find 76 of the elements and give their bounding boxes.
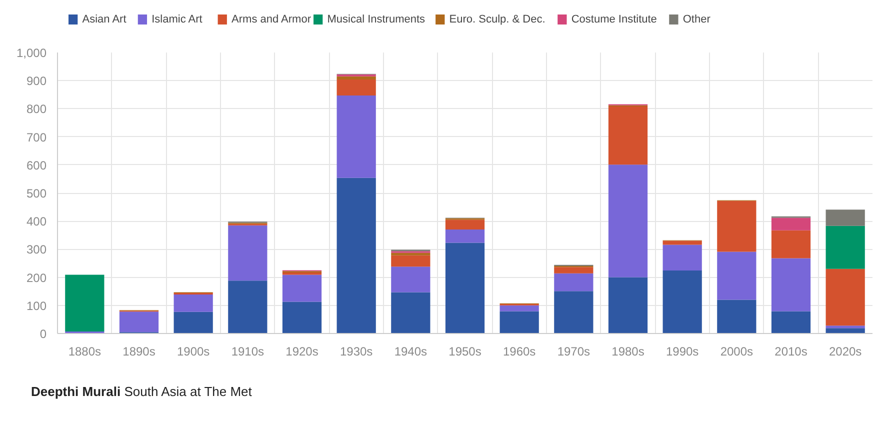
bar (228, 225, 268, 281)
x-tick-label: 2020s (828, 344, 862, 358)
x-tick-label: 1960s (502, 344, 536, 358)
bar (282, 274, 322, 302)
bar (771, 311, 811, 334)
y-tick-label: 600 (26, 158, 47, 172)
x-tick-label: 1980s (612, 344, 644, 358)
bar (336, 178, 376, 334)
x-tick-label: 1910s (231, 344, 264, 358)
bar (391, 252, 430, 256)
bar (554, 267, 594, 274)
text: Deepthi Murali (31, 384, 121, 399)
bar (336, 95, 376, 178)
bar (391, 255, 430, 267)
bar (826, 326, 865, 328)
y-tick-label: 900 (26, 74, 47, 88)
bar (826, 226, 865, 269)
y-tick-label: 800 (26, 102, 47, 116)
x-tick-label: 1940s (394, 344, 428, 358)
bar (391, 266, 430, 292)
x-tick-label: 1970s (557, 344, 590, 358)
bar (445, 220, 485, 230)
x-tick-label: 1990s (666, 344, 699, 358)
bar (771, 230, 811, 258)
y-tick-label: 300 (26, 242, 47, 257)
legend-label: Arms and Armor (232, 14, 312, 26)
x-tick-label: 1900s (176, 344, 210, 358)
bar (826, 210, 865, 226)
bar (717, 200, 756, 252)
y-tick-label: 100 (26, 298, 47, 313)
bar (608, 277, 648, 334)
bar (608, 164, 648, 278)
bar (119, 312, 159, 332)
x-tick-label: 1880s (68, 344, 102, 358)
text: South Asia at The Met (124, 384, 252, 399)
bar (500, 305, 539, 312)
bar (608, 106, 648, 165)
bar (174, 294, 213, 312)
legend-label: Islamic Art (152, 14, 202, 26)
x-tick-label: 1930s (340, 344, 373, 358)
bar (826, 328, 865, 334)
bar (771, 258, 811, 312)
y-tick-label: 700 (26, 130, 47, 144)
legend-label: Euro. Sculp. & Dec. (449, 14, 546, 26)
legend-label: Other (682, 14, 711, 26)
bar (554, 291, 594, 334)
bar (445, 242, 485, 334)
bar (554, 273, 594, 292)
bar (174, 312, 213, 334)
bar (662, 270, 702, 334)
x-tick-label: 2000s (720, 344, 754, 358)
x-tick-label: 1920s (286, 344, 318, 358)
y-tick-label: 1,000 (16, 46, 47, 60)
legend-label: Asian Art (82, 14, 126, 26)
legend-label: Musical Instruments (327, 14, 426, 26)
bar (65, 274, 104, 332)
bar (826, 268, 865, 326)
y-tick-label: 500 (26, 186, 47, 200)
x-tick-label: 2010s (774, 344, 808, 358)
bar (228, 280, 268, 334)
bar (282, 302, 322, 334)
bar (717, 252, 756, 300)
bar (771, 218, 811, 230)
y-tick-label: 400 (26, 214, 47, 229)
legend-label: Costume Institute (571, 14, 657, 26)
bar (336, 76, 376, 80)
bar (500, 311, 539, 334)
bar (336, 79, 376, 96)
x-tick-label: 1950s (448, 344, 482, 358)
bar (445, 230, 485, 243)
y-tick-label: 200 (26, 270, 47, 285)
bar (662, 244, 702, 271)
bar (391, 292, 430, 334)
bar (717, 300, 756, 334)
y-tick-label: 0 (40, 327, 47, 341)
x-tick-label: 1890s (122, 344, 156, 358)
